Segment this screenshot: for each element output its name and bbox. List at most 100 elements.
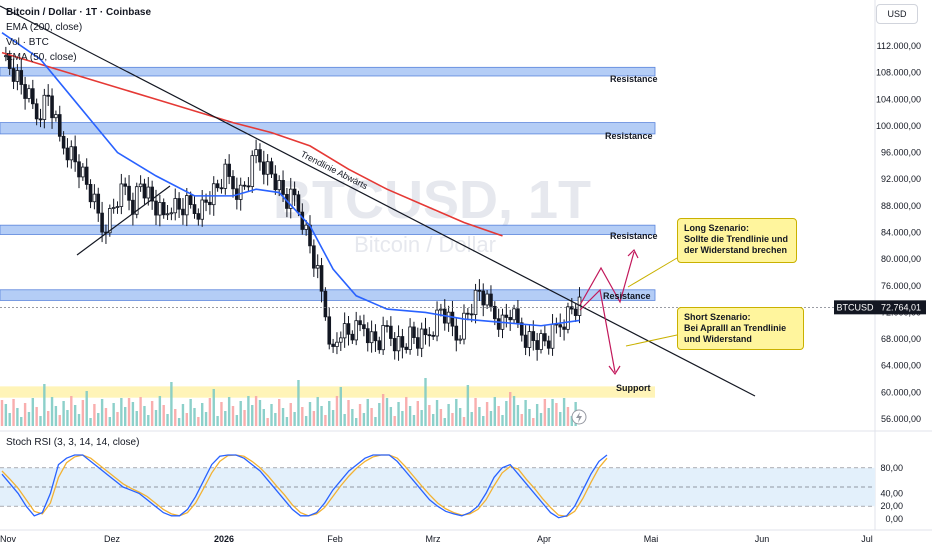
stoch-tick-label: 0,00 [885,514,903,524]
candle-body [300,211,305,230]
price-tick-label: 68.000,00 [881,334,921,344]
resistance-zone [0,122,656,135]
candle-body [27,88,31,99]
volume-bar [135,411,138,426]
volume-bar [435,400,439,426]
volume-bar [432,414,435,426]
long-scenario-title: Long Szenario: [684,223,749,233]
resistance-zone [0,224,656,235]
volume-bar [154,410,158,426]
candle-body [412,326,416,339]
volume-bar [85,391,88,426]
candle-body [543,333,547,342]
volume-bar [308,402,312,426]
candle-body [570,306,574,310]
legend-ema200[interactable]: EMA (200, close) [6,22,83,33]
volume-bar [466,385,470,426]
candle-body [415,337,420,349]
symbol-tag-bg [834,300,876,315]
volume-bar [539,413,543,426]
ema200-line [1,51,503,237]
volume-bar [439,409,443,426]
volume-bar [355,418,358,426]
candle-body [42,94,47,120]
volume-bar [543,399,547,426]
legend-volume[interactable]: Vol · BTC [6,37,49,48]
volume-bar [570,416,573,426]
volume-bar [324,415,327,426]
volume-bar [405,397,408,426]
candle-body [558,324,563,328]
candle-body [265,161,270,175]
candle-body [381,325,385,351]
currency-button[interactable]: USD [876,4,918,24]
volume-bar [524,400,527,426]
volume-bar [451,413,454,426]
time-tick-label: Mai [644,534,659,544]
candle-body [69,146,74,161]
volume-bar [174,409,177,426]
candle-body [419,328,424,349]
candle-body [358,320,362,326]
price-tick-label: 100.000,00 [876,121,921,131]
volume-bar [77,414,81,426]
price-tick-label: 80.000,00 [881,254,921,264]
candle-body [550,323,555,349]
candle-body [81,166,85,178]
candle-body [61,135,66,149]
candle-body [204,199,208,203]
chart-legend: Bitcoin / Dollar · 1T · Coinbase EMA (20… [6,5,151,65]
candle-body [273,173,278,191]
candle-body [431,334,435,337]
candle-body [173,198,178,214]
candle-body [288,188,293,209]
volume-bar [166,414,169,426]
legend-ema50[interactable]: EMA (50, close) [6,52,77,63]
volume-bar [181,404,185,426]
volume-bar [127,398,131,426]
candle-body [200,199,205,220]
volume-bar [470,412,473,426]
candle-body [19,70,24,85]
volume-bar [31,398,34,426]
volume-bar [455,399,458,426]
candle-body [427,334,432,337]
candle-body [362,324,366,330]
candle-body [169,212,174,215]
volume-bar [177,418,181,426]
candle-body [492,305,497,320]
volume-bar [281,408,285,426]
volume-bar [0,400,4,426]
volume-bar [23,403,27,426]
volume-bar [497,406,500,426]
volume-bar [420,410,423,426]
price-tick-label: 88.000,00 [881,201,921,211]
candle-body [158,202,162,216]
candle-body [57,114,62,137]
time-tick-label: Nov [0,534,16,544]
short-scenario-note[interactable]: Short Szenario: Bei Apralll an Trendlini… [677,307,804,350]
long-scenario-note[interactable]: Long Szenario: Sollte die Trendlinie und… [677,218,797,263]
price-tick-label: 56.000,00 [881,414,921,424]
candle-body [477,289,482,292]
candle-body [196,213,201,220]
price-tick-label: 112.000,00 [877,41,921,51]
candle-body [323,290,328,318]
candle-body [261,161,266,175]
price-tag-bg [876,300,926,315]
resistance-zone [0,289,656,301]
volume-bar [485,402,489,426]
volume-bar [385,398,389,426]
downtrend-line [0,5,756,397]
candle-body [119,183,124,207]
price-tick-label: 104.000,00 [876,94,921,104]
volume-bar [254,396,258,426]
resistance-label-4: Resistance [603,291,651,301]
volume-bar [243,410,246,426]
volume-bar [397,402,400,426]
volume-bar [62,401,65,426]
scenario-arrow [579,288,616,373]
candle-body [435,309,439,337]
